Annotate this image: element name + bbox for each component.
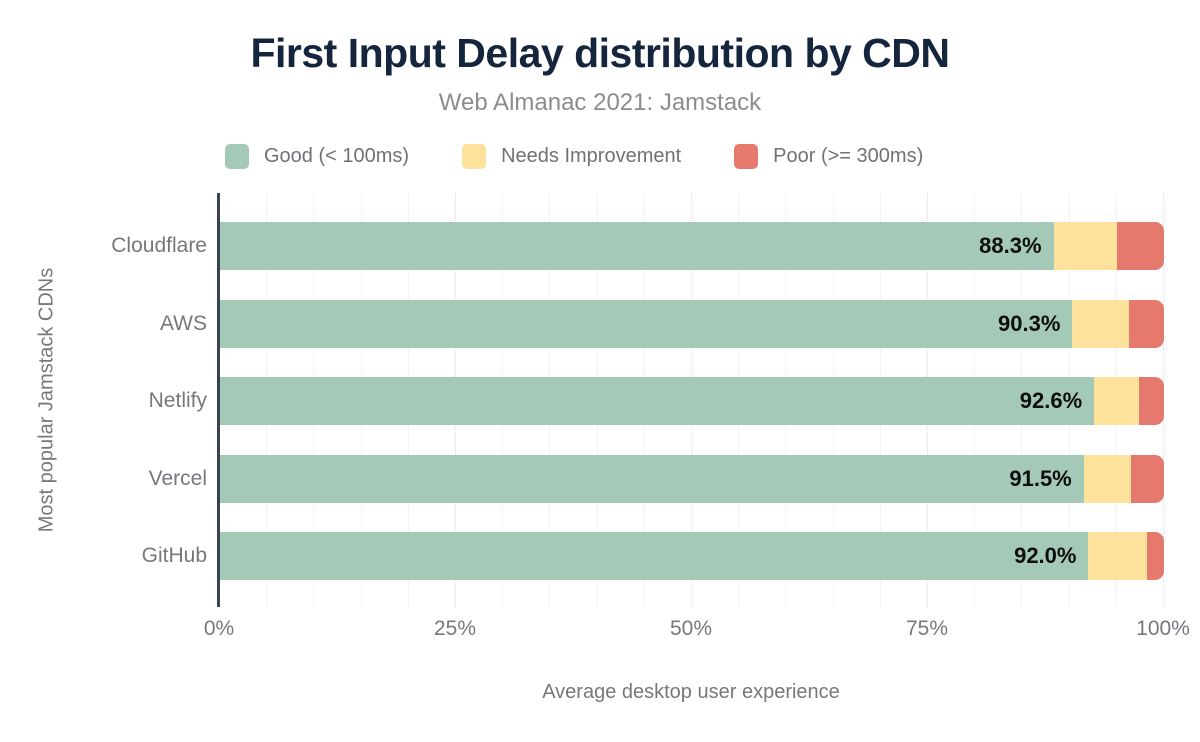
bar-segment-needs-improvement-netlify[interactable] xyxy=(1094,377,1140,425)
y-axis-title: Most popular Jamstack CDNs xyxy=(35,267,58,533)
y-label-netlify: Netlify xyxy=(148,389,207,412)
bar-segment-poor-cloudflare[interactable] xyxy=(1116,222,1164,270)
bar-segment-poor-github[interactable] xyxy=(1146,532,1164,580)
bar-segment-good-cloudflare[interactable]: 88.3% xyxy=(220,222,1054,270)
legend-swatch-poor xyxy=(734,144,759,169)
bar-value-label: 88.3% xyxy=(979,233,1042,258)
bar-segment-needs-improvement-aws[interactable] xyxy=(1072,299,1130,348)
y-label-aws: AWS xyxy=(159,311,207,335)
y-label-vercel: Vercel xyxy=(148,466,207,490)
x-tick-0: 0% xyxy=(203,617,235,640)
bar-segment-good-vercel[interactable]: 91.5% xyxy=(220,454,1084,503)
legend-item-poor: Poor (>= 300ms) xyxy=(734,144,923,169)
legend-item-needs-improvement: Needs Improvement xyxy=(462,144,681,169)
bar-value-label: 92.6% xyxy=(1019,388,1083,413)
bar-segment-good-github[interactable]: 92.0% xyxy=(220,532,1089,580)
y-label-github: GitHub xyxy=(141,544,207,567)
bar-segment-needs-improvement-vercel[interactable] xyxy=(1083,454,1131,503)
bar-cloudflare: 88.3% xyxy=(220,222,1164,270)
bar-netlify: 92.6% xyxy=(220,377,1164,425)
bar-segment-good-netlify[interactable]: 92.6% xyxy=(220,377,1095,425)
legend-label-needs-improvement: Needs Improvement xyxy=(501,145,682,167)
legend: Good (< 100ms) Needs Improvement Poor (>= … xyxy=(225,144,923,169)
bar-segment-good-aws[interactable]: 90.3% xyxy=(220,299,1073,348)
legend-item-good: Good (< 100ms) xyxy=(225,144,409,169)
bar-segment-poor-netlify[interactable] xyxy=(1139,377,1164,425)
bar-value-label: 92.0% xyxy=(1014,543,1077,568)
bar-github: 92.0% xyxy=(220,532,1164,580)
legend-swatch-good xyxy=(225,144,249,169)
x-axis-title: Average desktop user experience xyxy=(542,681,840,703)
bar-value-label: 90.3% xyxy=(998,310,1061,336)
bar-vercel: 91.5% xyxy=(220,454,1164,503)
legend-label-good: Good (< 100ms) xyxy=(264,145,410,167)
y-label-cloudflare: Cloudflare xyxy=(111,234,207,257)
x-tick-100: 100% xyxy=(1136,617,1190,640)
plot-area: 88.3% 90.3% 92.6% 91.5% 92.0% xyxy=(217,193,1164,607)
bar-segment-poor-aws[interactable] xyxy=(1129,299,1164,348)
legend-label-poor: Poor (>= 300ms) xyxy=(773,145,924,167)
bar-value-label: 91.5% xyxy=(1009,465,1072,491)
x-tick-50: 50% xyxy=(669,617,713,640)
bar-segment-needs-improvement-github[interactable] xyxy=(1088,532,1147,580)
x-tick-75: 75% xyxy=(905,617,949,640)
bar-segment-needs-improvement-cloudflare[interactable] xyxy=(1053,222,1117,270)
chart-subtitle: Web Almanac 2021: Jamstack xyxy=(438,89,762,116)
bar-aws: 90.3% xyxy=(220,299,1164,348)
legend-swatch-needs-improvement xyxy=(462,144,487,169)
bar-segment-poor-vercel[interactable] xyxy=(1130,454,1164,503)
chart-title: First Input Delay distribution by CDN xyxy=(250,30,950,76)
y-axis-line xyxy=(217,193,220,607)
x-tick-25: 25% xyxy=(433,617,477,640)
